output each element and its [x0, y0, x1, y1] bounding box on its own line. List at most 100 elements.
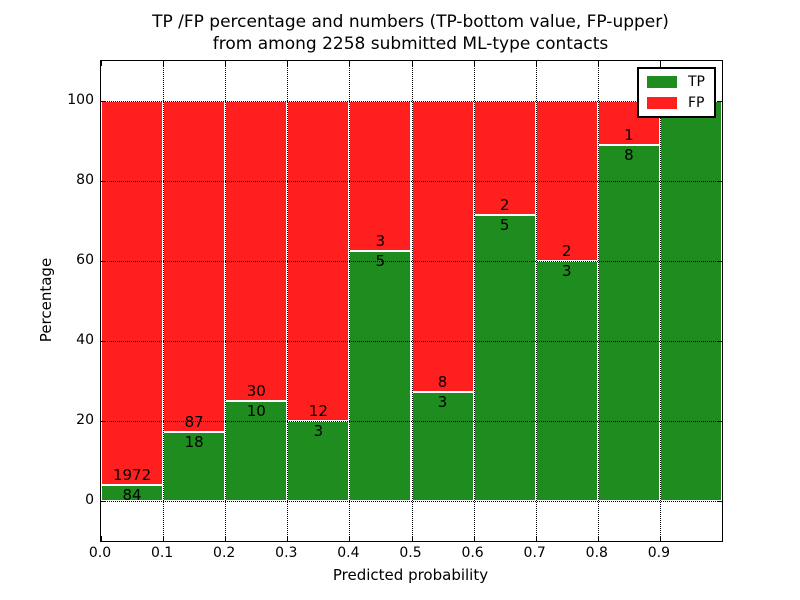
x-axis-label: Predicted probability — [332, 566, 489, 584]
x-tick-label: 0.8 — [585, 545, 608, 561]
legend: TP FP — [637, 67, 716, 118]
x-tick-mark — [287, 536, 289, 541]
x-tick-label: 0.9 — [647, 545, 671, 561]
bar-segment-tp — [535, 261, 598, 501]
tp-legend-swatch — [647, 76, 677, 88]
fp-legend-swatch — [647, 97, 677, 109]
y-tick-mark — [101, 501, 106, 502]
bar-segment-tp — [163, 432, 226, 501]
bar-label-tp: 5 — [499, 216, 510, 235]
bar-segment-tp — [225, 401, 288, 501]
y-tick-mark — [717, 261, 722, 262]
y-tick-mark — [717, 421, 722, 422]
bar-label-fp: 3 — [375, 232, 386, 250]
x-tick-mark — [287, 61, 289, 66]
x-tick-mark — [473, 61, 475, 66]
y-tick-mark — [101, 261, 106, 262]
bar-label-fp: 12 — [308, 402, 328, 420]
x-tick-mark — [349, 61, 351, 66]
bar-segment-fp — [163, 101, 226, 433]
y-tick-mark — [717, 101, 722, 102]
bar-label-tp: 10 — [246, 402, 266, 420]
bar-segment-tp — [101, 484, 164, 501]
gridline-vertical — [473, 61, 475, 541]
x-tick-mark — [101, 536, 102, 541]
x-tick-label: 0.0 — [88, 545, 112, 561]
bar-label-fp: 30 — [246, 382, 266, 400]
bar-label-tp: 5 — [375, 252, 386, 270]
x-tick-label: 0.7 — [523, 545, 546, 561]
x-tick-mark — [597, 536, 599, 541]
y-tick-mark — [717, 341, 722, 342]
y-axis-label: Percentage — [37, 257, 55, 343]
bar-segment-tp — [349, 251, 412, 501]
x-tick-mark — [411, 536, 413, 541]
bar-label-fp: 8 — [437, 372, 448, 391]
gridline-vertical — [535, 61, 537, 541]
legend-item-tp: TP — [647, 75, 705, 89]
chart-title-line1: TP /FP percentage and numbers (TP-bottom… — [152, 12, 669, 32]
gridline-vertical — [163, 61, 165, 541]
plot-area: 1972848718301012335832523182 TP FP — [100, 60, 723, 542]
x-tick-label: 0.6 — [461, 545, 484, 561]
bar-label-tp: 18 — [184, 433, 204, 452]
gridline-vertical — [411, 61, 413, 541]
y-tick-label: 20 — [76, 412, 94, 428]
gridline-vertical — [349, 61, 351, 541]
x-tick-label: 0.3 — [275, 545, 298, 561]
bar-label-fp: 1972 — [112, 465, 152, 484]
x-tick-label: 0.2 — [213, 545, 236, 561]
bar-segment-fp — [411, 101, 474, 392]
y-tick-mark — [717, 181, 722, 182]
bar-label-fp: 2 — [561, 242, 572, 260]
x-tick-mark — [597, 61, 599, 66]
x-tick-mark — [225, 61, 227, 66]
y-tick-mark — [717, 501, 722, 502]
bar-segment-tp — [473, 215, 536, 501]
bar-segment-tp — [411, 391, 474, 501]
bar-label-fp: 1 — [624, 126, 634, 145]
x-tick-mark — [163, 536, 165, 541]
y-tick-label: 0 — [85, 492, 94, 508]
y-tick-mark — [101, 181, 106, 182]
legend-item-fp: FP — [647, 96, 705, 110]
fp-legend-label: FP — [688, 95, 705, 111]
bar-label-tp: 8 — [624, 146, 634, 165]
bar-label-fp: 2 — [499, 196, 510, 215]
bar-segment-tp — [597, 145, 660, 501]
bar-label-tp: 3 — [561, 262, 572, 280]
y-tick-label: 40 — [76, 332, 94, 348]
x-tick-mark — [163, 61, 165, 66]
x-tick-mark — [411, 61, 413, 66]
y-tick-label: 60 — [76, 252, 94, 268]
bar-segment-fp — [225, 101, 288, 401]
y-tick-label: 100 — [67, 92, 94, 108]
y-tick-mark — [101, 421, 106, 422]
x-tick-label: 0.5 — [399, 545, 422, 561]
gridline-vertical — [659, 61, 661, 541]
y-tick-mark — [101, 341, 106, 342]
x-tick-label: 0.1 — [150, 545, 174, 561]
bar-segment-fp — [349, 101, 412, 251]
x-tick-mark — [659, 536, 661, 541]
x-tick-mark — [473, 536, 475, 541]
x-tick-mark — [225, 536, 227, 541]
x-tick-mark — [535, 61, 537, 66]
x-tick-mark — [659, 61, 661, 66]
y-tick-mark — [101, 101, 106, 102]
bar-label-tp: 84 — [122, 485, 142, 504]
bar-segment-fp — [101, 101, 164, 485]
gridline-vertical — [287, 61, 289, 541]
x-tick-label: 0.4 — [337, 545, 360, 561]
x-tick-mark — [535, 536, 537, 541]
bar-label-tp: 3 — [313, 422, 324, 440]
chart-title-line2: from among 2258 submitted ML-type contac… — [212, 34, 609, 54]
x-tick-mark — [349, 536, 351, 541]
y-tick-label: 80 — [76, 172, 94, 188]
bar-label-tp: 3 — [437, 392, 448, 411]
bar-label-fp: 87 — [184, 413, 204, 432]
gridline-vertical — [597, 61, 599, 541]
x-tick-mark — [101, 61, 102, 66]
chart-title: TP /FP percentage and numbers (TP-bottom… — [100, 11, 721, 55]
